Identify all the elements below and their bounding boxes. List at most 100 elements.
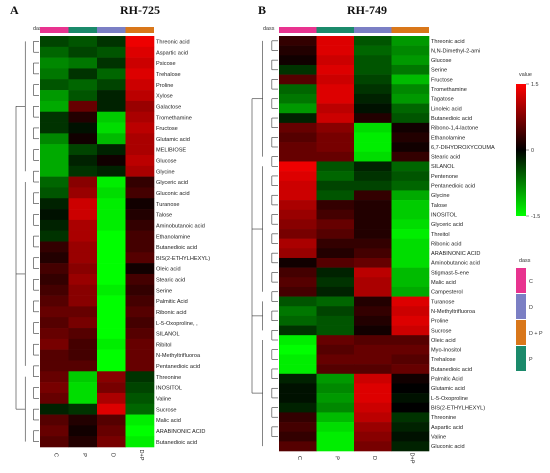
row-label: L-5-Oxoproline — [431, 396, 468, 402]
heatmap-cell — [97, 46, 126, 58]
row-label: Glycine — [431, 193, 450, 199]
row-label: Turanose — [156, 202, 179, 208]
heatmap-cell — [97, 187, 126, 199]
heatmap-cell — [279, 238, 317, 249]
heatmap-cell — [316, 64, 355, 75]
heatmap-cell — [125, 219, 155, 231]
row-label: Fructose — [156, 126, 178, 132]
heatmap-cell — [97, 144, 126, 156]
heatmap-cell — [97, 100, 126, 113]
group-bar-c — [40, 27, 69, 33]
heatmap-cell — [316, 93, 355, 104]
heatmap-cell — [391, 84, 430, 95]
heatmap-cell — [40, 68, 69, 80]
heatmap-cell — [97, 176, 126, 188]
heatmap-cell — [125, 111, 155, 123]
heatmap-cell — [354, 113, 392, 124]
heatmap-cell — [40, 295, 69, 307]
heatmap-cell — [68, 382, 98, 394]
heatmap-cell — [279, 248, 317, 259]
heatmap-cell — [316, 248, 355, 259]
row-label: Pentanedioic acid — [431, 184, 475, 190]
heatmap-cell — [125, 436, 155, 448]
heatmap-cell — [40, 317, 69, 329]
heatmap-cell — [68, 436, 98, 448]
dass-legend-swatch — [516, 346, 526, 371]
heatmap-cell — [125, 230, 155, 242]
heatmap-cell — [354, 171, 392, 182]
heatmap-cell — [97, 338, 126, 350]
heatmap-cell — [97, 306, 126, 318]
heatmap-cell — [391, 325, 430, 336]
heatmap-cell — [391, 151, 430, 162]
row-label: INOSITOL — [431, 212, 457, 218]
heatmap-cell — [391, 190, 430, 201]
heatmap-cell — [391, 55, 430, 66]
heatmap-cell — [125, 90, 155, 102]
heatmap-cell — [97, 273, 126, 286]
dass-legend-label: D — [529, 305, 533, 311]
heatmap-cell — [316, 393, 355, 404]
heatmap-cell — [354, 103, 392, 114]
heatmap-cell — [97, 349, 126, 361]
heatmap-cell — [279, 296, 317, 307]
heatmap-cell — [68, 263, 98, 275]
heatmap-cell — [391, 402, 430, 413]
heatmap-cell — [40, 273, 69, 286]
heatmap-cell — [316, 325, 355, 336]
heatmap-cell — [279, 277, 317, 288]
column-label: P — [333, 456, 339, 460]
heatmap-cell — [68, 360, 98, 372]
row-label: N,N-Dimethyl-2-ami — [431, 48, 480, 54]
row-label: Butanedioic acid — [156, 440, 197, 446]
heatmap-cell — [279, 325, 317, 336]
row-label: Trehalose — [156, 72, 181, 78]
heatmap-cell — [354, 412, 392, 423]
column-label: C — [52, 453, 58, 457]
heatmap-cell — [68, 68, 98, 80]
heatmap-cell — [391, 64, 430, 75]
heatmap-cell — [97, 219, 126, 231]
heatmap-cell — [125, 241, 155, 253]
heatmap-cell — [40, 165, 69, 177]
row-label: Ethanolamine — [431, 135, 465, 141]
heatmap-cell — [125, 328, 155, 340]
row-label: Ethanolamine — [156, 234, 190, 240]
heatmap-cell — [97, 392, 126, 405]
heatmap-cell — [40, 284, 69, 296]
heatmap-cell — [391, 161, 430, 172]
heatmap-cell — [391, 441, 430, 452]
heatmap-cell — [279, 306, 317, 317]
heatmap-cell — [40, 328, 69, 340]
heatmap-cell — [125, 100, 155, 113]
heatmap-cell — [97, 36, 126, 48]
heatmap-cell — [279, 64, 317, 75]
heatmap-cell — [279, 373, 317, 384]
heatmap-cell — [40, 392, 69, 405]
heatmap-cell — [40, 122, 69, 134]
row-label: Talose — [156, 213, 172, 219]
row-label: Glucose — [156, 159, 177, 165]
heatmap-cell — [97, 133, 126, 145]
heatmap-cell — [97, 436, 126, 448]
row-label: Aspartic acid — [156, 50, 188, 56]
heatmap-cell — [279, 422, 317, 432]
heatmap-cell — [354, 431, 392, 442]
row-label: Ribonic acid — [431, 241, 461, 247]
row-label: Oleic acid — [156, 267, 181, 273]
row-label: Glycine — [156, 169, 175, 175]
heatmap-cell — [354, 180, 392, 191]
heatmap-cell — [279, 209, 317, 220]
heatmap-cell — [40, 111, 69, 123]
dass-legend-swatch — [516, 320, 526, 345]
heatmap-cell — [125, 122, 155, 134]
row-label: INOSITOL — [156, 386, 182, 392]
heatmap-cell — [354, 306, 392, 317]
heatmap-cell — [354, 190, 392, 201]
heatmap-cell — [391, 36, 430, 46]
heatmap-cell — [279, 200, 317, 211]
row-label: SILANOL — [156, 332, 180, 338]
heatmap-cell — [125, 273, 155, 286]
row-label: Aminobutanoic acid — [431, 261, 480, 267]
heatmap-cell — [316, 103, 355, 114]
